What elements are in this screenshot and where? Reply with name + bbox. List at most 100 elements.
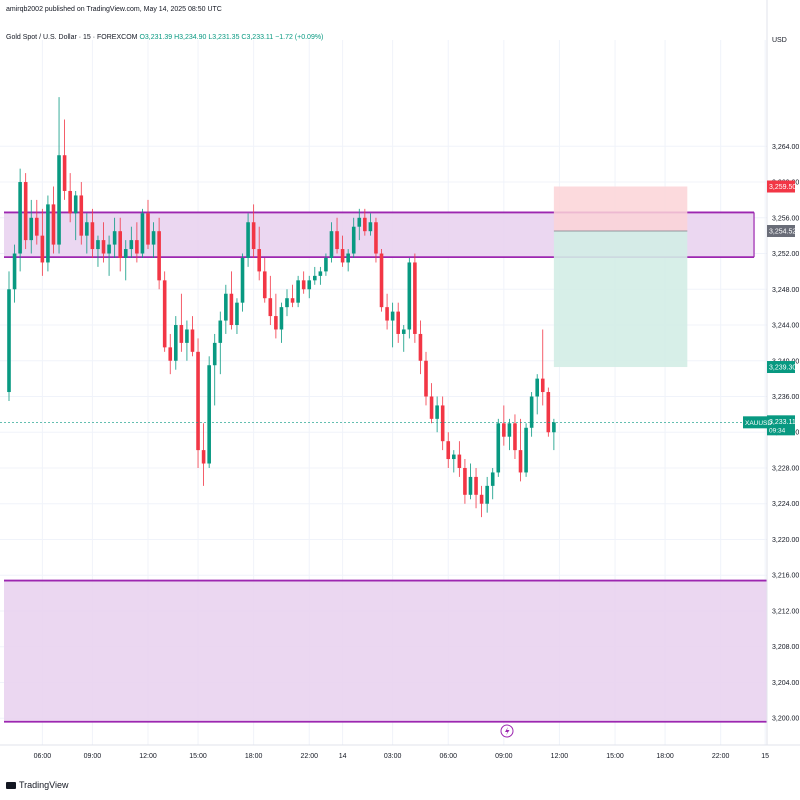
candle-body [162, 280, 167, 348]
price-tick-label: 3,244.00 [772, 323, 799, 330]
target-price-tag [767, 361, 795, 374]
candle-body [179, 325, 184, 343]
symbol-tag [743, 416, 767, 429]
candle-body [246, 222, 250, 258]
price-tick-label: 3,236.00 [772, 394, 799, 401]
candle-body [396, 311, 400, 334]
stop-price-label: 3,259.50 [769, 184, 796, 191]
time-tick-label: 15:00 [189, 753, 207, 760]
candle-body [40, 235, 45, 263]
price-tick-label: 3,248.00 [772, 287, 799, 294]
candle-body [218, 320, 223, 343]
candle-body [318, 271, 323, 276]
candle-body [35, 217, 39, 236]
candle-body [457, 454, 462, 468]
stop-loss-area[interactable] [553, 186, 688, 232]
candle-body [468, 476, 473, 495]
candle-body [140, 213, 145, 254]
candle-body [346, 253, 350, 263]
time-tick-label: 12:00 [551, 753, 569, 760]
time-tick-label: 18:00 [245, 753, 263, 760]
last-price-label: 3,233.11 [769, 419, 796, 426]
candle-body [235, 302, 239, 326]
candle-body [174, 325, 178, 361]
candle-body [401, 329, 406, 334]
candle-body [207, 365, 211, 464]
candle-body [23, 182, 28, 241]
candle-body [413, 262, 417, 334]
candle-body [146, 213, 150, 245]
take-profit-area[interactable] [553, 231, 688, 368]
candle-body [212, 342, 217, 366]
candle-body [546, 392, 551, 433]
candle-body [368, 222, 373, 232]
published-info: amirqb2002 published on TradingView.com,… [6, 6, 222, 13]
candle-body [307, 280, 312, 290]
candle-body [463, 467, 467, 495]
candle-body [407, 262, 412, 330]
candle-body [107, 244, 111, 254]
candle-body [357, 217, 362, 227]
price-tick-label: 3,200.00 [772, 716, 799, 723]
candle-body [73, 195, 78, 214]
candle-body [502, 423, 506, 437]
zone-box-2[interactable] [4, 580, 767, 722]
candle-body [285, 298, 289, 308]
candle-body [313, 275, 317, 281]
candle-body [123, 249, 128, 258]
lightning-icon[interactable] [500, 724, 514, 738]
candle-body [7, 289, 11, 393]
short-position-tool[interactable] [553, 186, 688, 368]
stop-price-tag [767, 180, 795, 193]
candle-body [229, 293, 234, 326]
tradingview-logo-icon [6, 781, 16, 789]
candle-body [257, 249, 261, 272]
candle-body [51, 204, 56, 245]
candle-body [529, 396, 534, 428]
candle-body [418, 333, 423, 361]
candle-body [507, 423, 512, 437]
candle-body [479, 494, 484, 504]
candle-body [90, 222, 95, 250]
countdown-label: 09:34 [769, 427, 786, 434]
price-tick-label: 3,216.00 [772, 573, 799, 580]
candle-body [190, 329, 195, 352]
candle-body [374, 222, 378, 254]
candle-body [440, 405, 445, 442]
candle-body [379, 253, 384, 308]
currency-label: USD [772, 37, 787, 44]
time-tick-label: 22:00 [712, 753, 730, 760]
candle-body [424, 360, 428, 397]
candle-body [279, 307, 284, 330]
candle-body [429, 396, 434, 419]
time-axis[interactable]: 06:00 09:00 12:00 15:00 18:00 22:00 14 03:00 06:… [34, 753, 770, 760]
time-tick-label: 03:00 [384, 753, 402, 760]
time-tick-label: 22:00 [300, 753, 318, 760]
candle-body [385, 307, 389, 321]
candle-body [129, 240, 134, 250]
candle-body [296, 280, 300, 303]
time-tick-label: 14 [339, 753, 347, 760]
candle-body [12, 253, 17, 290]
symbol-tag-label: XAUUSD [745, 420, 772, 427]
price-tick-label: 3,228.00 [772, 465, 799, 472]
price-tick-label: 3,208.00 [772, 644, 799, 651]
price-tick-label: 3,264.00 [772, 144, 799, 151]
candle-body [262, 271, 267, 299]
time-tick-label: 09:00 [84, 753, 102, 760]
footer-brand[interactable]: TradingView [6, 780, 69, 790]
candle-body [290, 298, 295, 303]
candle-body [224, 293, 228, 321]
candle-body [57, 155, 61, 245]
candle-body [518, 450, 523, 473]
candlestick-series [7, 97, 556, 518]
symbol-title[interactable]: Gold Spot / U.S. Dollar · 15 · FOREXCOM [6, 34, 138, 41]
symbol-legend: Gold Spot / U.S. Dollar · 15 · FOREXCOM … [6, 34, 323, 41]
candle-body [96, 240, 100, 250]
time-tick-label: 09:00 [495, 753, 513, 760]
candle-body [496, 423, 501, 473]
time-tick-label: 06:00 [34, 753, 52, 760]
candle-body [118, 231, 122, 258]
candle-body [240, 257, 245, 303]
